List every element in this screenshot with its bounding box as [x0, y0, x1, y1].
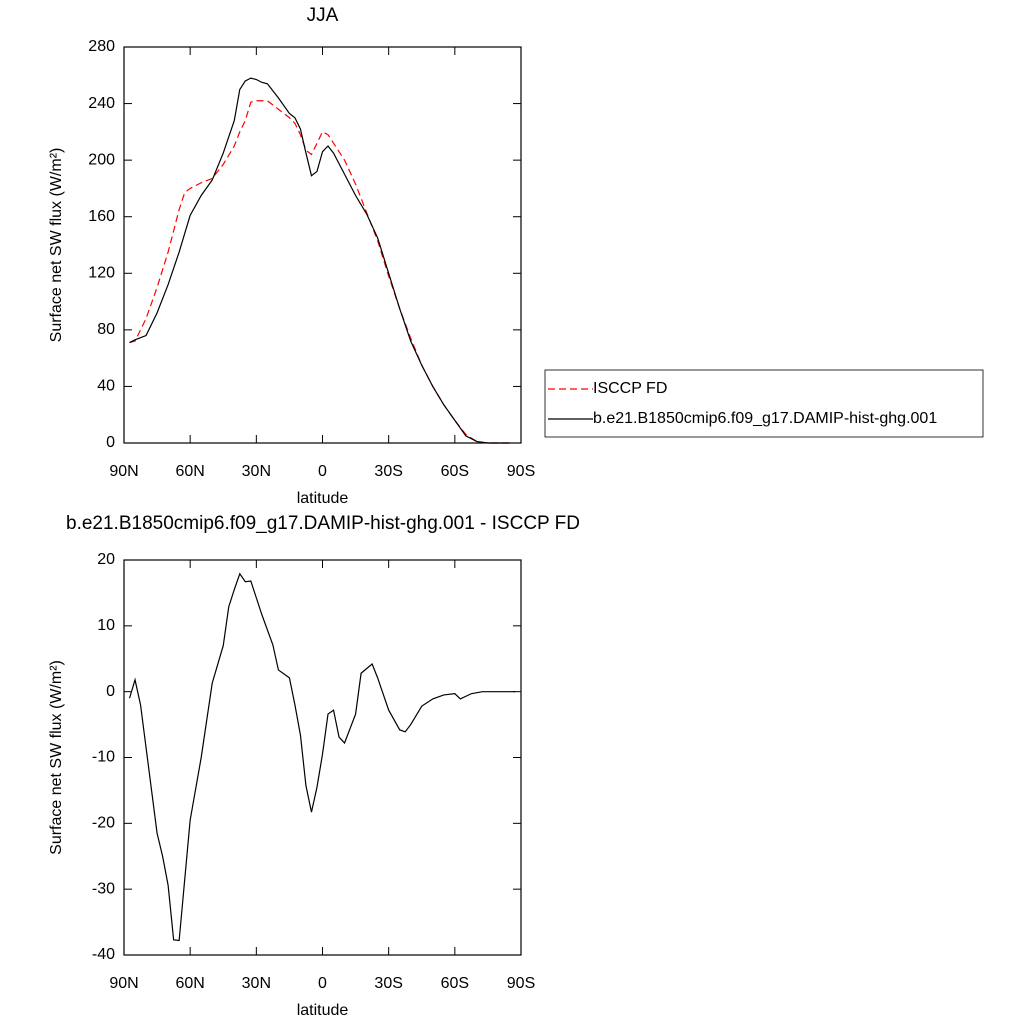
y-tick-label: -20	[92, 815, 115, 832]
y-tick-label: 80	[97, 321, 115, 338]
x-tick-label: 30N	[242, 975, 271, 992]
y-axis-label: Surface net SW flux (W/m²)	[48, 148, 65, 343]
legend-label: b.e21.B1850cmip6.f09_g17.DAMIP-hist-ghg.…	[593, 410, 937, 427]
y-tick-label: -30	[92, 880, 115, 897]
y-tick-label: 240	[88, 95, 115, 112]
y-tick-label: -40	[92, 946, 115, 963]
data-line	[129, 100, 510, 444]
y-tick-label: 0	[106, 683, 115, 700]
x-tick-label: 60S	[441, 975, 469, 992]
y-tick-label: 40	[97, 378, 115, 395]
chart-title: JJA	[307, 5, 339, 26]
x-tick-label: 60N	[175, 463, 204, 480]
y-tick-label: 10	[97, 617, 115, 634]
data-line	[128, 572, 516, 942]
plot-frame	[123, 46, 522, 444]
legend-label: ISCCP FD	[593, 380, 667, 397]
x-tick-label: 0	[318, 463, 327, 480]
x-tick-label: 90N	[109, 975, 138, 992]
x-axis-label: latitude	[297, 490, 349, 507]
y-tick-label: -10	[92, 749, 115, 766]
y-axis-label: Surface net SW flux (W/m²)	[48, 660, 65, 855]
x-tick-label: 30N	[242, 463, 271, 480]
y-tick-label: 120	[88, 265, 115, 282]
legend-box	[544, 369, 984, 438]
y-tick-label: 200	[88, 151, 115, 168]
y-tick-label: 160	[88, 208, 115, 225]
chart-title: b.e21.B1850cmip6.f09_g17.DAMIP-hist-ghg.…	[66, 513, 580, 534]
x-tick-label: 30S	[374, 463, 402, 480]
x-axis-label: latitude	[297, 1002, 349, 1019]
y-tick-label: 0	[106, 434, 115, 451]
x-tick-label: 90S	[507, 975, 535, 992]
x-tick-label: 90S	[507, 463, 535, 480]
y-tick-label: 280	[88, 38, 115, 55]
y-tick-label: 20	[97, 551, 115, 568]
x-tick-label: 60N	[175, 975, 204, 992]
x-tick-label: 0	[318, 975, 327, 992]
x-tick-label: 90N	[109, 463, 138, 480]
x-tick-label: 30S	[374, 975, 402, 992]
data-line	[129, 77, 510, 444]
x-tick-label: 60S	[441, 463, 469, 480]
